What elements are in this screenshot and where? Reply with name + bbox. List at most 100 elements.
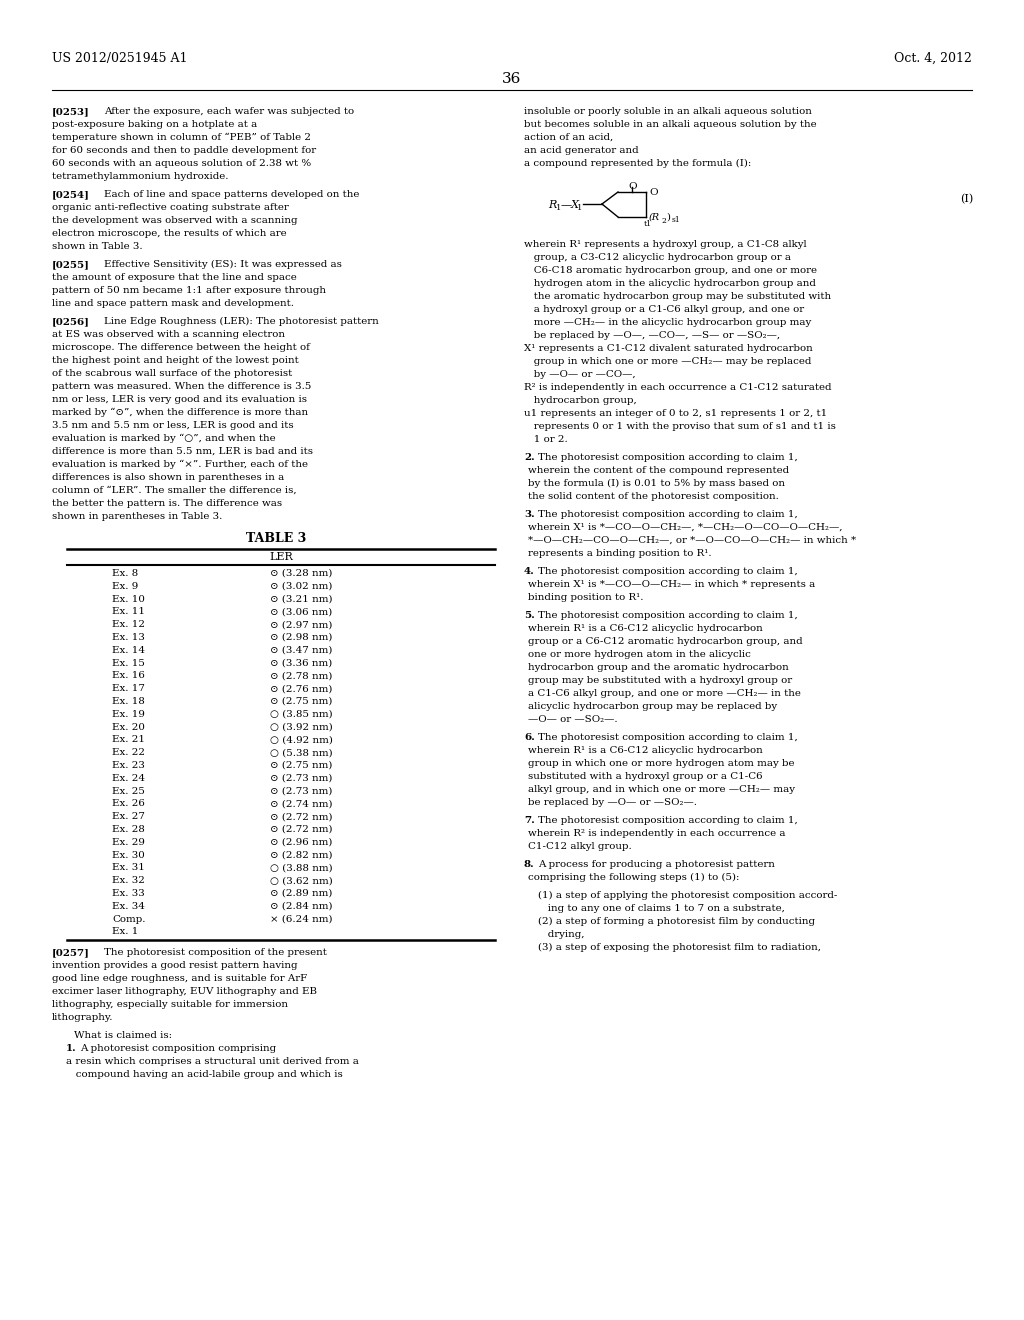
Text: one or more hydrogen atom in the alicyclic: one or more hydrogen atom in the alicycl… <box>528 649 751 659</box>
Text: the solid content of the photoresist composition.: the solid content of the photoresist com… <box>528 492 779 502</box>
Text: Ex. 19: Ex. 19 <box>112 710 144 719</box>
Text: (I): (I) <box>961 194 973 205</box>
Text: ⊙ (2.76 nm): ⊙ (2.76 nm) <box>270 684 333 693</box>
Text: alkyl group, and in which one or more —CH₂— may: alkyl group, and in which one or more —C… <box>528 785 795 795</box>
Text: R² is independently in each occurrence a C1-C12 saturated: R² is independently in each occurrence a… <box>524 383 831 392</box>
Text: 1.: 1. <box>66 1044 77 1053</box>
Text: [0255]: [0255] <box>52 260 90 269</box>
Text: 1: 1 <box>577 205 583 213</box>
Text: group in which one or more hydrogen atom may be: group in which one or more hydrogen atom… <box>528 759 795 768</box>
Text: Ex. 25: Ex. 25 <box>112 787 144 796</box>
Text: A process for producing a photoresist pattern: A process for producing a photoresist pa… <box>538 861 775 869</box>
Text: × (6.24 nm): × (6.24 nm) <box>270 915 333 924</box>
Text: —X: —X <box>561 201 580 210</box>
Text: hydrogen atom in the alicyclic hydrocarbon group and: hydrogen atom in the alicyclic hydrocarb… <box>524 279 816 288</box>
Text: pattern of 50 nm became 1:1 after exposure through: pattern of 50 nm became 1:1 after exposu… <box>52 286 326 294</box>
Text: ⊙ (2.84 nm): ⊙ (2.84 nm) <box>270 902 333 911</box>
Text: Ex. 23: Ex. 23 <box>112 762 144 770</box>
Text: invention provides a good resist pattern having: invention provides a good resist pattern… <box>52 961 298 970</box>
Text: post-exposure baking on a hotplate at a: post-exposure baking on a hotplate at a <box>52 120 257 129</box>
Text: wherein R¹ is a C6-C12 alicyclic hydrocarbon: wherein R¹ is a C6-C12 alicyclic hydroca… <box>528 624 763 634</box>
Text: substituted with a hydroxyl group or a C1-C6: substituted with a hydroxyl group or a C… <box>528 772 763 781</box>
Text: Line Edge Roughness (LER): The photoresist pattern: Line Edge Roughness (LER): The photoresi… <box>104 317 379 326</box>
Text: Ex. 27: Ex. 27 <box>112 812 144 821</box>
Text: O: O <box>628 182 637 191</box>
Text: Ex. 16: Ex. 16 <box>112 672 144 680</box>
Text: Ex. 18: Ex. 18 <box>112 697 144 706</box>
Text: shown in parentheses in Table 3.: shown in parentheses in Table 3. <box>52 512 222 521</box>
Text: Ex. 33: Ex. 33 <box>112 888 144 898</box>
Text: X¹ represents a C1-C12 divalent saturated hydrocarbon: X¹ represents a C1-C12 divalent saturate… <box>524 345 813 352</box>
Text: The photoresist composition according to claim 1,: The photoresist composition according to… <box>538 568 798 576</box>
Text: group in which one or more —CH₂— may be replaced: group in which one or more —CH₂— may be … <box>524 356 811 366</box>
Text: Ex. 29: Ex. 29 <box>112 838 144 847</box>
Text: LER: LER <box>269 552 293 562</box>
Text: Ex. 10: Ex. 10 <box>112 594 144 603</box>
Text: be replaced by —O—, —CO—, —S— or —SO₂—,: be replaced by —O—, —CO—, —S— or —SO₂—, <box>524 331 780 341</box>
Text: lithography.: lithography. <box>52 1014 114 1022</box>
Text: ⊙ (3.47 nm): ⊙ (3.47 nm) <box>270 645 333 655</box>
Text: 60 seconds with an aqueous solution of 2.38 wt %: 60 seconds with an aqueous solution of 2… <box>52 158 311 168</box>
Text: column of “LER”. The smaller the difference is,: column of “LER”. The smaller the differe… <box>52 486 297 495</box>
Text: ⊙ (2.75 nm): ⊙ (2.75 nm) <box>270 697 333 706</box>
Text: lithography, especially suitable for immersion: lithography, especially suitable for imm… <box>52 1001 288 1010</box>
Text: Ex. 26: Ex. 26 <box>112 800 144 808</box>
Text: organic anti-reflective coating substrate after: organic anti-reflective coating substrat… <box>52 203 289 213</box>
Text: ⊙ (2.82 nm): ⊙ (2.82 nm) <box>270 850 333 859</box>
Text: shown in Table 3.: shown in Table 3. <box>52 242 142 251</box>
Text: 1: 1 <box>556 205 561 213</box>
Text: evaluation is marked by “○”, and when the: evaluation is marked by “○”, and when th… <box>52 434 275 444</box>
Text: hydrocarbon group and the aromatic hydrocarbon: hydrocarbon group and the aromatic hydro… <box>528 663 788 672</box>
Text: wherein R² is independently in each occurrence a: wherein R² is independently in each occu… <box>528 829 785 838</box>
Text: US 2012/0251945 A1: US 2012/0251945 A1 <box>52 51 187 65</box>
Text: ⊙ (2.97 nm): ⊙ (2.97 nm) <box>270 620 333 630</box>
Text: 36: 36 <box>503 73 521 86</box>
Text: Ex. 12: Ex. 12 <box>112 620 145 630</box>
Text: by —O— or —CO—,: by —O— or —CO—, <box>524 370 636 379</box>
Text: the better the pattern is. The difference was: the better the pattern is. The differenc… <box>52 499 283 508</box>
Text: The photoresist composition according to claim 1,: The photoresist composition according to… <box>538 611 798 620</box>
Text: Each of line and space patterns developed on the: Each of line and space patterns develope… <box>104 190 359 199</box>
Text: comprising the following steps (1) to (5):: comprising the following steps (1) to (5… <box>528 873 739 882</box>
Text: good line edge roughness, and is suitable for ArF: good line edge roughness, and is suitabl… <box>52 974 307 983</box>
Text: microscope. The difference between the height of: microscope. The difference between the h… <box>52 343 310 352</box>
Text: —O— or —SO₂—.: —O— or —SO₂—. <box>528 715 617 723</box>
Text: but becomes soluble in an alkali aqueous solution by the: but becomes soluble in an alkali aqueous… <box>524 120 816 129</box>
Text: [0257]: [0257] <box>52 948 90 957</box>
Text: 6.: 6. <box>524 733 535 742</box>
Text: tetramethylammonium hydroxide.: tetramethylammonium hydroxide. <box>52 172 228 181</box>
Text: 1 or 2.: 1 or 2. <box>524 436 567 444</box>
Text: What is claimed is:: What is claimed is: <box>74 1031 172 1040</box>
Text: group, a C3-C12 alicyclic hydrocarbon group or a: group, a C3-C12 alicyclic hydrocarbon gr… <box>524 253 791 261</box>
Text: 3.5 nm and 5.5 nm or less, LER is good and its: 3.5 nm and 5.5 nm or less, LER is good a… <box>52 421 294 430</box>
Text: Ex. 21: Ex. 21 <box>112 735 145 744</box>
Text: Ex. 20: Ex. 20 <box>112 722 144 731</box>
Text: (2) a step of forming a photoresist film by conducting: (2) a step of forming a photoresist film… <box>538 917 815 927</box>
Text: Ex. 32: Ex. 32 <box>112 876 144 886</box>
Text: ⊙ (3.02 nm): ⊙ (3.02 nm) <box>270 582 333 591</box>
Text: represents a binding position to R¹.: represents a binding position to R¹. <box>528 549 712 558</box>
Text: ⊙ (3.06 nm): ⊙ (3.06 nm) <box>270 607 332 616</box>
Text: nm or less, LER is very good and its evaluation is: nm or less, LER is very good and its eva… <box>52 395 307 404</box>
Text: group may be substituted with a hydroxyl group or: group may be substituted with a hydroxyl… <box>528 676 793 685</box>
Text: wherein the content of the compound represented: wherein the content of the compound repr… <box>528 466 790 475</box>
Text: (R: (R <box>649 213 660 222</box>
Text: insoluble or poorly soluble in an alkali aqueous solution: insoluble or poorly soluble in an alkali… <box>524 107 812 116</box>
Text: Ex. 30: Ex. 30 <box>112 850 144 859</box>
Text: The photoresist composition according to claim 1,: The photoresist composition according to… <box>538 816 798 825</box>
Text: the highest point and height of the lowest point: the highest point and height of the lowe… <box>52 356 299 366</box>
Text: Comp.: Comp. <box>112 915 145 924</box>
Text: C1-C12 alkyl group.: C1-C12 alkyl group. <box>528 842 632 851</box>
Text: Ex. 24: Ex. 24 <box>112 774 145 783</box>
Text: ○ (3.85 nm): ○ (3.85 nm) <box>270 710 333 719</box>
Text: 2: 2 <box>662 216 666 224</box>
Text: wherein X¹ is *—CO—O—CH₂— in which * represents a: wherein X¹ is *—CO—O—CH₂— in which * rep… <box>528 579 815 589</box>
Text: Ex. 34: Ex. 34 <box>112 902 144 911</box>
Text: 2.: 2. <box>524 453 535 462</box>
Text: t1: t1 <box>644 220 652 228</box>
Text: ⊙ (3.36 nm): ⊙ (3.36 nm) <box>270 659 332 668</box>
Text: A photoresist composition comprising: A photoresist composition comprising <box>80 1044 276 1053</box>
Text: ○ (3.62 nm): ○ (3.62 nm) <box>270 876 333 886</box>
Text: TABLE 3: TABLE 3 <box>246 532 306 545</box>
Text: Ex. 9: Ex. 9 <box>112 582 138 591</box>
